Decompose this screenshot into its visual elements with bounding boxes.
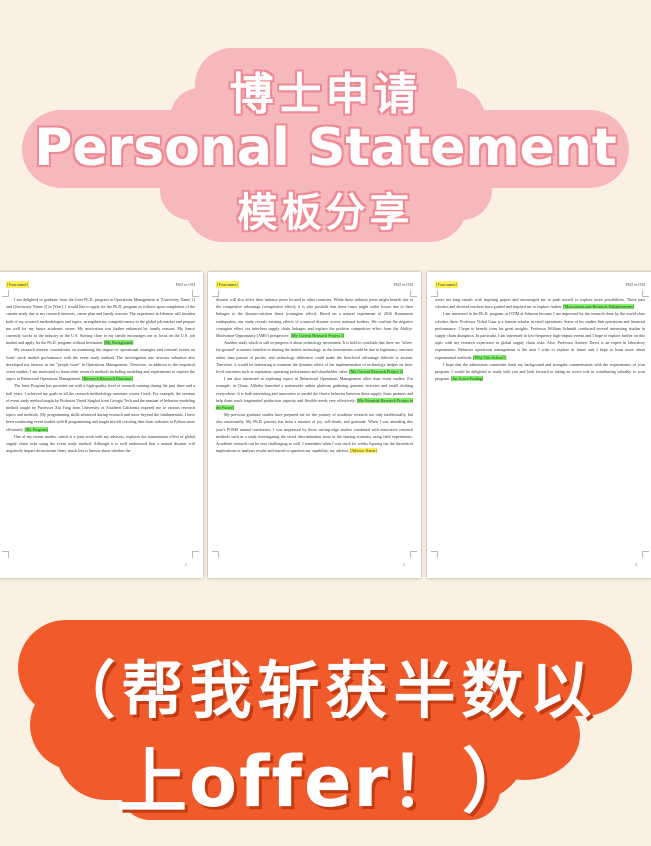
cloud-shape — [470, 690, 580, 780]
cloud-shape — [432, 160, 492, 220]
section-tag: [Why This School?] — [473, 354, 507, 360]
cloud-shape — [425, 88, 485, 148]
margin-mark — [212, 290, 219, 297]
paragraph: I am interested in the Ph.D. program in … — [435, 311, 645, 360]
cloud-shape — [30, 680, 120, 770]
cloud-shape — [195, 48, 457, 122]
name-tag: [Your name] — [6, 281, 29, 289]
title-line-2: Personal Statement — [34, 118, 617, 178]
paragraph: One of my recent studies, which is a joi… — [6, 433, 195, 454]
document-page-2: [Your name] PhD in OM disaster will also… — [208, 272, 421, 578]
margin-mark — [192, 551, 199, 558]
margin-mark — [212, 551, 219, 558]
name-tag: [Your name] — [216, 281, 239, 289]
paragraph: I am also interested in exploring topics… — [216, 376, 413, 411]
cloud-shape — [185, 168, 467, 242]
page-body: disaster will also affect their industry… — [216, 296, 413, 454]
section-tag: [My Current Research Project 1] — [290, 333, 345, 339]
paragraph: My previous graduate studies have prepar… — [216, 412, 413, 454]
footer-banner — [0, 590, 651, 846]
section-tag: [My Progress] — [24, 426, 49, 432]
title-banner — [0, 0, 651, 260]
page-header-label: PhD in OM — [175, 282, 195, 287]
cloud-shape — [120, 760, 500, 820]
margin-mark — [2, 290, 9, 297]
cloud-shape — [160, 160, 220, 220]
page-number: 2 — [403, 561, 405, 567]
section-tag: [My Background] — [104, 340, 134, 346]
page-number: 1 — [185, 561, 187, 567]
footer-line-2: 上offer！） — [117, 741, 534, 823]
cloud-shape — [170, 88, 230, 148]
margin-mark — [642, 551, 649, 558]
paragraph: disaster will also affect their industry… — [216, 297, 413, 339]
paragraph: wrote me long emails with inspiring pape… — [435, 297, 645, 310]
title-line-1: 博士申请 — [229, 69, 422, 120]
margin-mark — [192, 290, 199, 297]
margin-mark — [431, 290, 438, 297]
page-number: 3 — [635, 561, 637, 567]
page-header-label: PhD in OM — [393, 282, 413, 287]
paragraph: I hope that the admissions committee fin… — [435, 361, 645, 382]
page-header: [Your name] PhD in OM — [6, 281, 195, 289]
document-pages: [Your name] PhD in OM I am delighted to … — [0, 272, 651, 582]
page-body: I am delighted to graduate from the Join… — [6, 296, 195, 454]
paragraph: I am delighted to graduate from the Join… — [6, 297, 195, 346]
page-header-label: PhD in OM — [625, 282, 645, 287]
section-tag: [Motivations and Research Enlightenment] — [563, 304, 634, 310]
title-line-3: 模板分享 — [237, 190, 414, 236]
margin-mark — [431, 551, 438, 558]
name-tag: [Your name] — [435, 281, 458, 289]
page-header: [Your name] PhD in OM — [435, 281, 645, 289]
section-tag: [My Current Research Project 2] — [349, 369, 404, 375]
margin-mark — [410, 551, 417, 558]
section-tag: [An Active Ending] — [450, 376, 484, 382]
footer-line-1: （帮我斩获半数以 — [53, 654, 598, 727]
paragraph: My research interest concentrates on exa… — [6, 347, 195, 382]
document-page-1: [Your name] PhD in OM I am delighted to … — [0, 272, 203, 578]
margin-mark — [2, 551, 9, 558]
section-tag: [Research Research Direction] — [82, 376, 133, 382]
page-body: wrote me long emails with inspiring pape… — [435, 296, 645, 382]
paragraph: The Joint Program has provided me with a… — [6, 383, 195, 432]
document-page-3: [Your name] PhD in OM wrote me long emai… — [427, 272, 651, 578]
margin-mark — [642, 290, 649, 297]
paragraph: Another study which is still in progress… — [216, 340, 413, 375]
margin-mark — [410, 290, 417, 297]
page-header: [Your name] PhD in OM — [216, 281, 413, 289]
section-tag: [Advisor Name] — [349, 448, 377, 454]
